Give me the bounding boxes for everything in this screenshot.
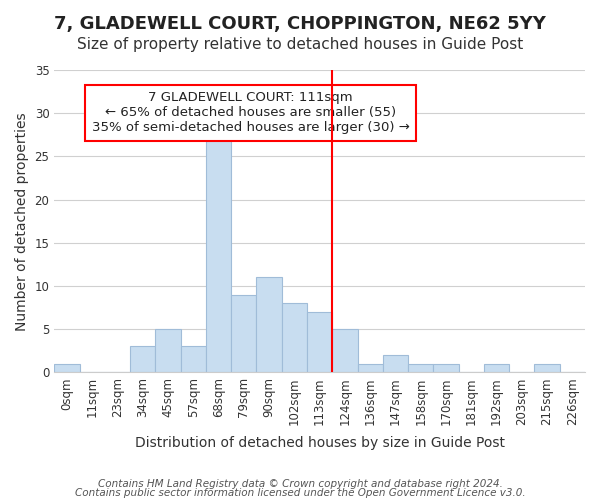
Text: 7, GLADEWELL COURT, CHOPPINGTON, NE62 5YY: 7, GLADEWELL COURT, CHOPPINGTON, NE62 5Y… [54,15,546,33]
Text: Contains public sector information licensed under the Open Government Licence v3: Contains public sector information licen… [74,488,526,498]
Text: Size of property relative to detached houses in Guide Post: Size of property relative to detached ho… [77,38,523,52]
Bar [383,355,408,372]
Bar [155,329,181,372]
Text: Contains HM Land Registry data © Crown copyright and database right 2024.: Contains HM Land Registry data © Crown c… [98,479,502,489]
Bar [484,364,509,372]
Bar [535,364,560,372]
Bar [231,294,256,372]
Bar [130,346,155,372]
Bar [408,364,433,372]
Bar [307,312,332,372]
Text: 7 GLADEWELL COURT: 111sqm
← 65% of detached houses are smaller (55)
35% of semi-: 7 GLADEWELL COURT: 111sqm ← 65% of detac… [92,91,410,134]
Y-axis label: Number of detached properties: Number of detached properties [15,112,29,330]
Bar [358,364,383,372]
Bar [282,304,307,372]
Bar [206,139,231,372]
X-axis label: Distribution of detached houses by size in Guide Post: Distribution of detached houses by size … [134,436,505,450]
Bar [181,346,206,372]
Bar [256,278,282,372]
Bar [433,364,458,372]
Bar [332,329,358,372]
Bar [54,364,80,372]
